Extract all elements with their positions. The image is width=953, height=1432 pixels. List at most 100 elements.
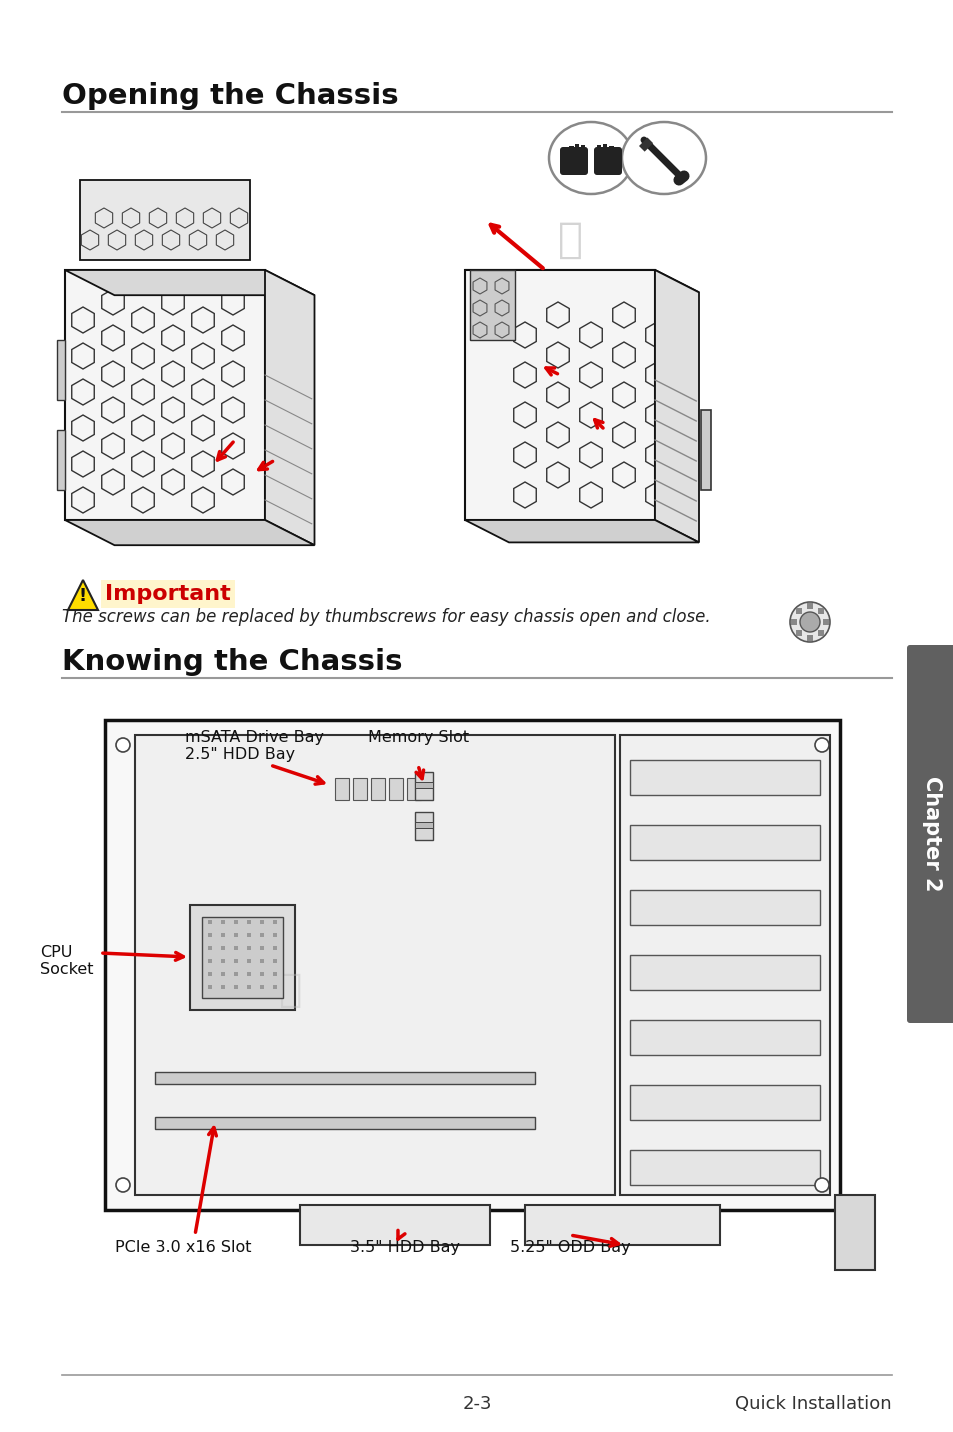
Bar — [260, 919, 264, 924]
Polygon shape — [834, 1194, 874, 1270]
Bar — [208, 972, 212, 977]
Bar — [273, 985, 276, 990]
Bar — [575, 145, 578, 152]
Polygon shape — [80, 180, 250, 261]
Text: Important: Important — [105, 584, 231, 604]
Bar — [247, 959, 251, 962]
Bar — [415, 782, 433, 788]
Bar — [629, 1150, 820, 1186]
Circle shape — [814, 737, 828, 752]
Circle shape — [789, 601, 829, 642]
Bar — [299, 1204, 490, 1244]
Bar — [629, 955, 820, 990]
Bar — [233, 947, 237, 949]
Text: Opening the Chassis: Opening the Chassis — [62, 82, 398, 110]
Bar — [568, 146, 574, 152]
Text: !: ! — [79, 587, 87, 604]
Polygon shape — [464, 271, 655, 520]
Text: Quick Installation: Quick Installation — [735, 1395, 891, 1413]
Bar — [639, 137, 653, 152]
Text: 龍: 龍 — [557, 219, 582, 261]
Text: Socket: Socket — [40, 962, 93, 977]
Bar — [154, 1073, 535, 1084]
Bar — [608, 146, 614, 152]
FancyBboxPatch shape — [906, 644, 953, 1022]
Polygon shape — [265, 271, 314, 546]
Text: 3.5" HDD Bay: 3.5" HDD Bay — [350, 1240, 459, 1254]
Text: Memory Slot: Memory Slot — [368, 730, 469, 745]
Bar — [629, 1020, 820, 1055]
Bar — [806, 603, 812, 609]
Text: Chapter 2: Chapter 2 — [921, 776, 941, 892]
Bar — [247, 919, 251, 924]
Text: 5.25" ODD Bay: 5.25" ODD Bay — [510, 1240, 630, 1254]
Bar — [795, 630, 801, 636]
Text: 2.5" HDD Bay: 2.5" HDD Bay — [185, 748, 294, 762]
Bar — [415, 812, 433, 841]
Bar — [629, 760, 820, 795]
Bar — [619, 735, 829, 1194]
Bar — [221, 972, 225, 977]
Bar — [335, 778, 349, 800]
Text: mSATA Drive Bay: mSATA Drive Bay — [185, 730, 324, 745]
Bar — [353, 778, 367, 800]
Circle shape — [116, 1179, 130, 1191]
Bar — [260, 934, 264, 937]
Bar — [202, 916, 283, 998]
Text: CPU: CPU — [40, 945, 72, 959]
Bar — [208, 919, 212, 924]
Bar — [273, 919, 276, 924]
Bar — [273, 972, 276, 977]
Bar — [273, 934, 276, 937]
Bar — [415, 822, 433, 828]
Bar — [221, 985, 225, 990]
Bar — [233, 972, 237, 977]
Ellipse shape — [548, 122, 633, 193]
Circle shape — [814, 1179, 828, 1191]
Text: Knowing the Chassis: Knowing the Chassis — [62, 649, 402, 676]
Bar — [580, 145, 584, 152]
Bar — [105, 720, 840, 1210]
Bar — [208, 934, 212, 937]
Bar — [208, 985, 212, 990]
Bar — [407, 778, 420, 800]
Bar — [247, 972, 251, 977]
Bar — [260, 959, 264, 962]
Bar — [260, 947, 264, 949]
Bar — [415, 772, 433, 800]
Bar — [247, 934, 251, 937]
Bar — [233, 959, 237, 962]
Polygon shape — [464, 271, 699, 292]
Bar — [818, 630, 823, 636]
Bar — [233, 985, 237, 990]
Bar — [806, 634, 812, 642]
Bar — [135, 735, 615, 1194]
Text: PCIe 3.0 x16 Slot: PCIe 3.0 x16 Slot — [115, 1240, 252, 1254]
Text: 2-3: 2-3 — [462, 1395, 491, 1413]
Polygon shape — [655, 271, 699, 543]
Bar — [233, 934, 237, 937]
Polygon shape — [65, 271, 314, 295]
Bar — [818, 607, 823, 614]
Bar — [190, 905, 294, 1010]
FancyBboxPatch shape — [559, 147, 587, 175]
Bar — [389, 778, 402, 800]
Bar — [208, 959, 212, 962]
Bar — [221, 919, 225, 924]
Polygon shape — [470, 271, 515, 339]
Bar — [629, 891, 820, 925]
Bar — [822, 619, 828, 624]
Bar — [602, 145, 606, 152]
Bar — [629, 1085, 820, 1120]
Bar — [260, 985, 264, 990]
Polygon shape — [65, 271, 265, 520]
Bar — [273, 959, 276, 962]
Bar — [629, 825, 820, 861]
Bar — [795, 607, 801, 614]
Bar — [700, 410, 710, 490]
Polygon shape — [65, 520, 314, 546]
Bar — [57, 339, 65, 400]
Ellipse shape — [621, 122, 705, 193]
Bar — [597, 145, 600, 152]
Bar — [154, 1117, 535, 1128]
